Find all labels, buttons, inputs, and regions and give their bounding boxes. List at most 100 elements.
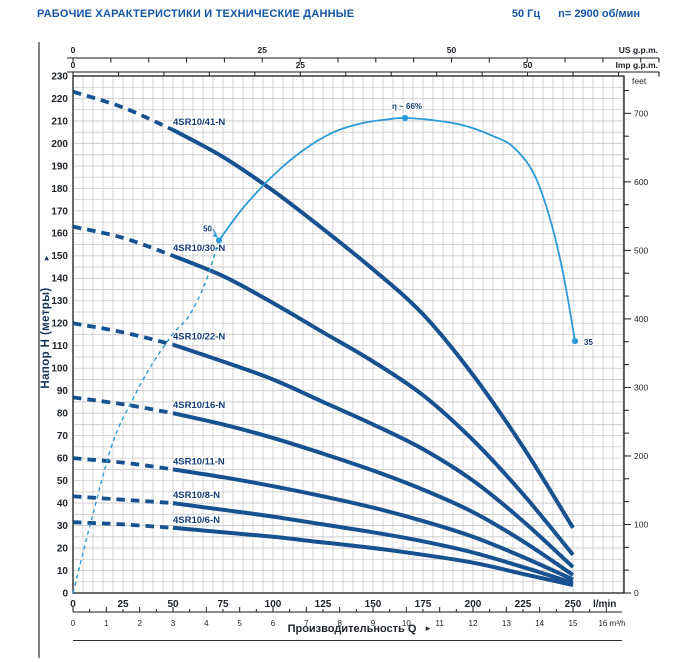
m3h-tick-label: 9: [371, 619, 376, 628]
head-m-tick-label: 150: [51, 251, 68, 262]
feet-tick-label: 200: [634, 451, 648, 461]
speed-value: n= 2900 об/мин: [558, 8, 640, 20]
curve-4SR10-22-N-dashed: [72, 321, 174, 347]
lpm-tick-label: 250: [565, 599, 582, 610]
head-m-tick-label: 70: [57, 431, 69, 442]
m3h-tick-label: 14: [535, 619, 544, 628]
m3h-axis-unit: 16 m³/h: [598, 619, 625, 628]
y-axis-title: Напор H (метры): [40, 287, 52, 388]
head-m-tick-label: 140: [51, 274, 68, 285]
m3h-tick-label: 8: [337, 619, 342, 628]
feet-tick-label: 600: [634, 177, 648, 187]
curve-4SR10-8-N: [172, 501, 574, 585]
page-header: РАБОЧИЕ ХАРАКТЕРИСТИКИ И ТЕХНИЧЕСКИЕ ДАН…: [37, 8, 640, 20]
efficiency-marker-dot: [215, 237, 223, 244]
efficiency-marker-dot: [401, 114, 409, 122]
page-title: РАБОЧИЕ ХАРАКТЕРИСТИКИ И ТЕХНИЧЕСКИЕ ДАН…: [37, 8, 355, 20]
lpm-tick-label: 75: [217, 599, 229, 610]
head-m-tick-label: 160: [51, 229, 68, 240]
head-m-tick-label: 220: [51, 94, 68, 105]
axis-tick-label: 0: [71, 45, 76, 55]
m3h-tick-label: 6: [271, 619, 276, 628]
head-m-tick-label: 50: [57, 476, 69, 487]
curve-4SR10-41-N-dashed: [72, 89, 174, 132]
lpm-tick-label: 175: [415, 599, 432, 610]
axis-tick-label: 0: [71, 60, 76, 70]
m3h-tick-label: 4: [204, 619, 209, 628]
m3h-tick-label: 11: [436, 619, 445, 628]
lpm-tick-label: 125: [315, 599, 332, 610]
efficiency-marker-label: η ~ 66%: [392, 102, 422, 111]
curve-4SR10-16-N: [172, 411, 575, 577]
head-m-tick-label: 80: [57, 409, 69, 420]
marker-arrow-head-icon: [212, 232, 218, 238]
head-m-tick-label: 170: [51, 206, 68, 217]
lpm-tick-label: 50: [167, 599, 179, 610]
feet-axis-unit: feet: [632, 76, 647, 86]
m3h-tick-label: 15: [569, 619, 578, 628]
head-m-tick-label: 60: [57, 454, 69, 465]
lpm-tick-label: 0: [70, 599, 76, 610]
curve-label-4SR10-16-N: 4SR10/16-N: [173, 400, 225, 411]
m3h-tick-label: 5: [237, 619, 242, 628]
head-m-tick-label: 210: [51, 116, 68, 127]
head-m-tick-label: 40: [57, 498, 69, 509]
efficiency-curve: [218, 117, 576, 342]
curve-4SR10-30-N: [172, 253, 575, 557]
head-m-tick-label: 20: [57, 543, 69, 554]
curve-4SR10-16-N-dashed: [72, 395, 174, 416]
x-axis-title: Производительность Q: [288, 623, 417, 635]
feet-tick-label: 100: [634, 519, 648, 529]
curve-label-4SR10-6-N: 4SR10/6-N: [173, 515, 220, 526]
axis-tick-label: 50: [447, 45, 457, 55]
m3h-tick-label: 3: [171, 619, 176, 628]
curve-4SR10-41-N: [172, 128, 575, 529]
curve-label-4SR10-22-N: 4SR10/22-N: [173, 332, 225, 343]
head-m-tick-label: 130: [51, 296, 68, 307]
lpm-tick-label: 150: [365, 599, 382, 610]
m3h-tick-label: 12: [469, 619, 478, 628]
header-specs: 50 Гц n= 2900 об/мин: [494, 8, 640, 20]
feet-tick-label: 0: [634, 588, 639, 598]
feet-tick-label: 700: [634, 108, 648, 118]
head-m-tick-label: 10: [57, 566, 69, 577]
head-m-tick-label: 90: [57, 386, 69, 397]
head-m-tick-label: 180: [51, 184, 68, 195]
head-m-tick-label: 190: [51, 161, 68, 172]
m3h-tick-label: 7: [304, 619, 309, 628]
head-m-tick-label: 230: [51, 71, 68, 82]
head-m-tick-label: 30: [57, 521, 69, 532]
curve-4SR10-11-N: [172, 467, 574, 582]
feet-tick-label: 300: [634, 382, 648, 392]
m3h-tick-label: 2: [137, 619, 142, 628]
lpm-tick-label: 25: [117, 599, 129, 610]
m3h-tick-label: 13: [502, 619, 511, 628]
m3h-tick-label: 0: [71, 619, 76, 628]
curve-4SR10-11-N-dashed: [72, 456, 174, 472]
curve-label-4SR10-8-N: 4SR10/8-N: [173, 490, 220, 501]
frequency-value: 50 Гц: [511, 8, 541, 20]
curve-label-4SR10-30-N: 4SR10/30-N: [173, 243, 225, 254]
head-m-tick-label: 0: [62, 588, 68, 599]
curve-4SR10-8-N-dashed: [72, 494, 174, 505]
lpm-tick-label: 200: [465, 599, 482, 610]
head-m-tick-label: 200: [51, 139, 68, 150]
lpm-axis-unit: l/min: [593, 599, 616, 610]
x-axis-arrow-icon: ▸: [426, 623, 431, 633]
curve-4SR10-6-N-dashed: [72, 520, 174, 530]
efficiency-marker-label: 50: [203, 224, 212, 233]
m3h-tick-label: 1: [104, 619, 109, 628]
efficiency-marker-dot: [571, 338, 579, 345]
curve-4SR10-30-N-dashed: [72, 224, 174, 258]
feet-tick-label: 500: [634, 245, 648, 255]
curve-label-4SR10-41-N: 4SR10/41-N: [173, 117, 225, 128]
axis-tick-label: 25: [296, 60, 306, 70]
us-gpm-axis-unit: US g.p.m.: [619, 45, 658, 55]
curve-4SR10-6-N: [172, 525, 574, 588]
curve-4SR10-22-N: [172, 342, 575, 569]
head-m-tick-label: 100: [51, 364, 68, 375]
axis-tick-label: 25: [258, 45, 268, 55]
efficiency-marker-label: 35: [584, 338, 593, 347]
